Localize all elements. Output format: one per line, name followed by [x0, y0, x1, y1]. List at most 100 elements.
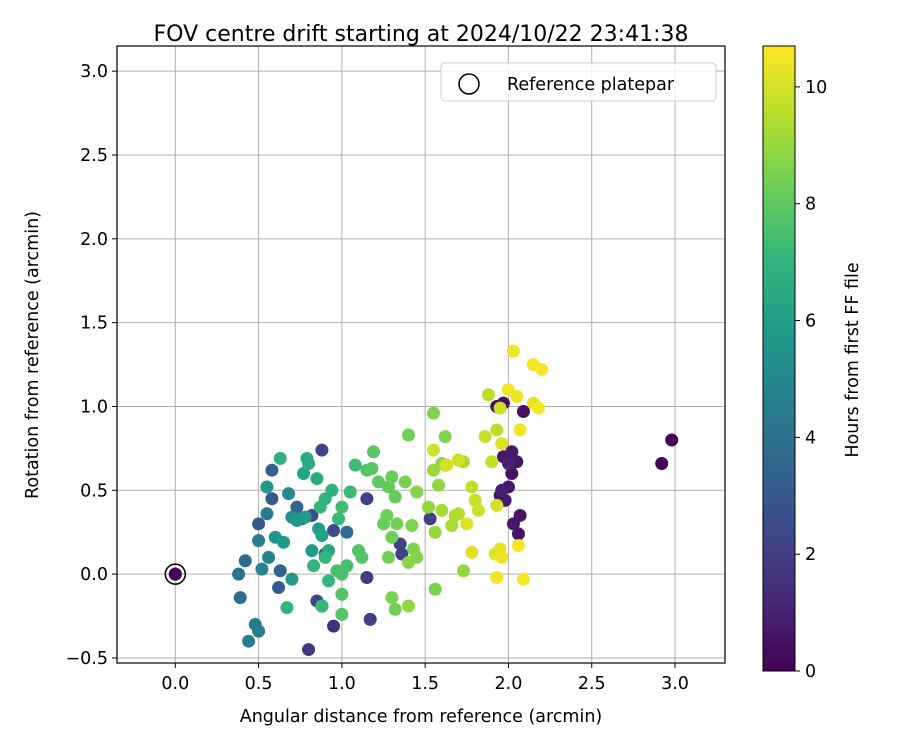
data-point: [493, 401, 507, 415]
data-point: [252, 517, 266, 531]
data-point: [398, 475, 412, 489]
reference-platepar-marker: [164, 563, 187, 585]
data-point: [325, 483, 339, 497]
x-tick-label: 3.0: [661, 674, 689, 694]
data-point: [435, 503, 449, 517]
data-point: [305, 544, 319, 558]
data-point: [426, 406, 440, 420]
data-point: [402, 599, 416, 613]
data-point: [465, 545, 479, 559]
data-point: [511, 527, 525, 541]
colorbar-tick-label: 0: [805, 662, 816, 682]
y-tick-label: 0.0: [80, 565, 108, 585]
x-tick-label: 0.5: [245, 674, 273, 694]
data-point: [410, 550, 424, 564]
data-point: [260, 507, 274, 521]
x-tick-label: 1.0: [328, 674, 356, 694]
data-point: [428, 525, 442, 539]
legend-marker-reference: [458, 73, 480, 95]
data-point: [300, 451, 314, 465]
data-point: [318, 550, 332, 564]
data-point: [262, 550, 276, 564]
data-point: [490, 570, 504, 584]
data-point: [506, 344, 520, 358]
data-point: [402, 428, 416, 442]
data-point: [382, 550, 396, 564]
data-point: [238, 554, 252, 568]
chart-title: FOV centre drift starting at 2024/10/22 …: [154, 22, 689, 47]
data-point: [233, 591, 247, 605]
data-point: [421, 500, 435, 514]
data-point: [273, 564, 287, 578]
colorbar-label: Hours from first FF file: [843, 262, 863, 457]
colorbar-tick-label: 4: [805, 428, 816, 448]
x-tick-label: 2.0: [495, 674, 523, 694]
data-point: [307, 559, 321, 573]
data-point: [273, 451, 287, 465]
data-point: [456, 564, 470, 578]
y-tick-label: 0.5: [80, 481, 108, 501]
data-point: [438, 430, 452, 444]
data-point: [272, 581, 286, 595]
colorbar: 0 2 4 6 8 10 Hours from first FF file: [762, 45, 863, 682]
data-point: [285, 572, 299, 586]
data-points: [164, 344, 679, 657]
x-tick-label: 1.5: [411, 674, 439, 694]
data-point: [665, 433, 679, 447]
colorbar-gradient: [762, 45, 796, 672]
data-point: [315, 599, 329, 613]
data-point: [360, 570, 374, 584]
y-tick-label: 2.5: [80, 146, 108, 166]
data-point: [478, 430, 492, 444]
data-point: [423, 512, 437, 526]
data-point: [388, 490, 402, 504]
data-point: [340, 525, 354, 539]
data-point: [297, 467, 311, 481]
x-axis-ticks: 0.0 0.5 1.0 1.5 2.0 2.5 3.0: [161, 663, 689, 694]
data-point: [448, 508, 462, 522]
data-point: [327, 524, 341, 538]
data-point: [505, 467, 519, 481]
data-point: [490, 423, 504, 437]
data-point: [355, 550, 369, 564]
data-point: [360, 492, 374, 506]
legend-label-reference: Reference platepar: [507, 75, 675, 95]
data-point: [516, 572, 530, 586]
data-point: [495, 483, 509, 497]
data-point: [451, 453, 465, 467]
data-point: [510, 389, 524, 403]
data-point: [531, 401, 545, 415]
colorbar-tick-label: 8: [805, 195, 816, 215]
data-point: [372, 475, 386, 489]
data-point: [501, 456, 515, 470]
data-point: [265, 492, 279, 506]
data-point: [365, 462, 379, 476]
data-point: [485, 455, 499, 469]
x-axis-label: Angular distance from reference (arcmin): [240, 707, 603, 727]
data-point: [277, 535, 291, 549]
data-point: [252, 534, 266, 548]
data-point: [513, 423, 527, 437]
data-point: [327, 619, 341, 633]
data-point: [431, 478, 445, 492]
data-point: [363, 612, 377, 626]
colorbar-tick-label: 6: [805, 312, 816, 332]
data-point: [495, 436, 509, 450]
data-point: [388, 602, 402, 616]
y-tick-label: −0.5: [66, 649, 109, 669]
data-point: [315, 529, 329, 543]
data-point: [516, 405, 530, 419]
data-point: [282, 487, 296, 501]
data-point: [335, 500, 349, 514]
legend-box: [440, 62, 717, 102]
data-point: [280, 601, 294, 615]
y-axis-label: Rotation from reference (arcmin): [23, 211, 43, 499]
data-point: [335, 607, 349, 621]
colorbar-tick-label: 10: [805, 78, 827, 98]
data-point: [343, 485, 357, 499]
data-point: [490, 498, 504, 512]
data-point: [380, 508, 394, 522]
data-point: [465, 480, 479, 494]
data-point: [302, 643, 316, 657]
